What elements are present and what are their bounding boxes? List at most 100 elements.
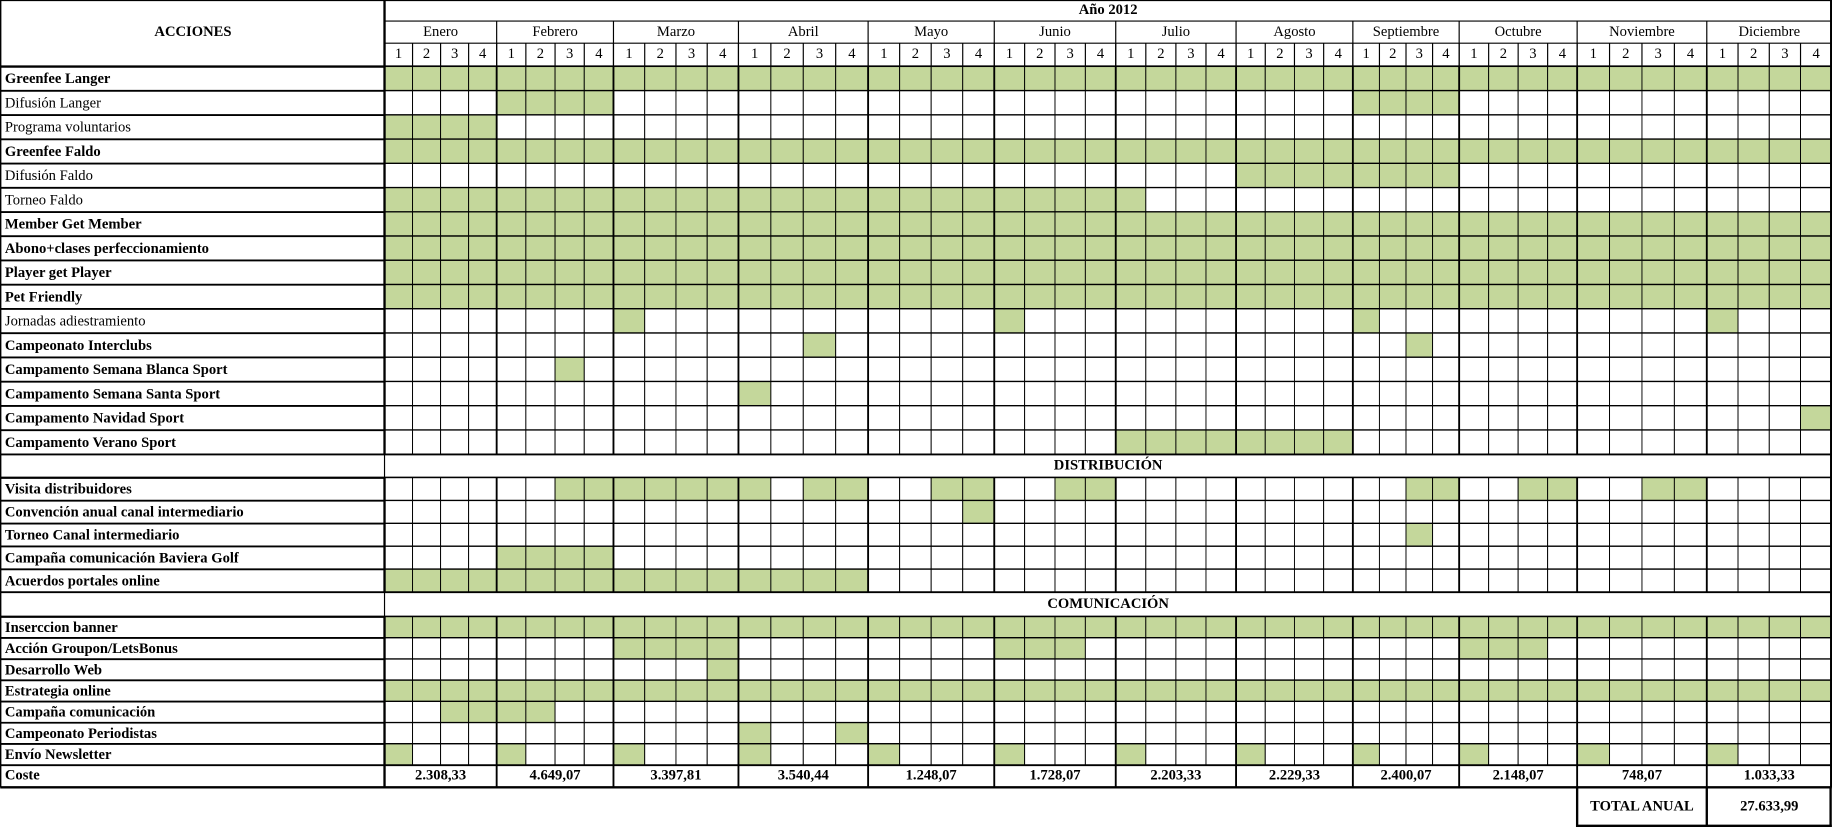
week-cell xyxy=(1800,477,1832,502)
week-cell xyxy=(1323,260,1354,286)
week-cell xyxy=(583,260,614,286)
week-cell xyxy=(993,477,1026,502)
week-cell xyxy=(1737,523,1770,547)
week-cell xyxy=(1768,743,1801,766)
week-cell xyxy=(770,568,804,593)
week-cell xyxy=(554,545,585,570)
week-cell xyxy=(554,500,585,525)
row-label: Campaña comunicación Baviera Golf xyxy=(5,550,239,566)
week-cell xyxy=(1264,187,1295,213)
week-cell xyxy=(525,308,556,334)
week-cell xyxy=(737,284,772,310)
week-label: 4 xyxy=(1559,46,1567,62)
week-cell xyxy=(1768,477,1801,502)
week-cell xyxy=(384,114,414,140)
week-cell xyxy=(737,523,772,547)
week-cell xyxy=(583,679,614,703)
week-cell xyxy=(525,743,556,766)
week-cell xyxy=(1175,381,1207,407)
week-cell xyxy=(899,163,932,189)
week-cell xyxy=(1768,356,1801,383)
week-cell xyxy=(1800,743,1832,766)
row-label: Greenfee Faldo xyxy=(5,144,101,160)
week-cell xyxy=(384,722,414,745)
week-cell xyxy=(1145,701,1177,724)
week-cell xyxy=(440,332,470,358)
week-cell xyxy=(675,658,708,681)
week-cell xyxy=(1432,500,1460,525)
week-cell xyxy=(412,90,442,116)
week-cell xyxy=(1706,356,1739,383)
week-cell xyxy=(1024,545,1056,570)
row-label: Difusión Faldo xyxy=(5,168,93,184)
week-cell xyxy=(1547,381,1578,407)
week-cell xyxy=(1175,308,1207,334)
week-label: 2 xyxy=(912,46,919,62)
week-cell xyxy=(1115,637,1147,660)
week-cell xyxy=(1054,637,1086,660)
week-cell xyxy=(993,523,1026,547)
week-cell xyxy=(802,356,837,383)
week-cell xyxy=(1293,429,1325,455)
week-cell xyxy=(1405,523,1434,547)
cost-value: 4.649,07 xyxy=(530,768,581,784)
week-cell xyxy=(496,545,527,570)
week-cell xyxy=(1205,568,1237,593)
week-cell xyxy=(1641,381,1675,407)
week-cell xyxy=(835,743,869,766)
week-cell xyxy=(613,545,646,570)
week-cell xyxy=(962,284,995,310)
week-cell xyxy=(1800,284,1832,310)
week-cell xyxy=(644,429,677,455)
week-cell xyxy=(1576,500,1611,525)
week-cell xyxy=(1235,381,1266,407)
week-cell xyxy=(1737,356,1770,383)
week-cell xyxy=(770,332,804,358)
week-cell xyxy=(1609,429,1643,455)
week-cell xyxy=(1609,235,1643,261)
week-label: 3 xyxy=(1529,46,1536,62)
week-cell xyxy=(1378,66,1407,92)
week-cell xyxy=(1768,616,1801,639)
week-cell xyxy=(1024,637,1056,660)
week-cell xyxy=(1264,477,1295,502)
week-cell xyxy=(1432,90,1460,116)
week-cell xyxy=(835,477,869,502)
week-cell xyxy=(1378,568,1407,593)
week-cell xyxy=(384,235,414,261)
week-cell xyxy=(496,500,527,525)
week-label: 4 xyxy=(1097,46,1105,62)
week-cell xyxy=(1488,616,1519,639)
week-cell xyxy=(412,500,442,525)
row-label: Member Get Member xyxy=(5,217,142,233)
week-cell xyxy=(1432,260,1460,286)
week-cell xyxy=(1800,332,1832,358)
week-cell xyxy=(1054,66,1086,92)
week-cell xyxy=(1547,114,1578,140)
week-cell xyxy=(675,722,708,745)
week-cell xyxy=(1378,187,1407,213)
week-cell xyxy=(1609,187,1643,213)
week-cell xyxy=(1175,701,1207,724)
week-cell xyxy=(867,114,901,140)
week-cell xyxy=(737,477,772,502)
week-cell xyxy=(1175,568,1207,593)
week-cell xyxy=(1768,429,1801,455)
week-cell xyxy=(1145,260,1177,286)
week-cell xyxy=(962,381,995,407)
week-cell xyxy=(384,658,414,681)
week-cell xyxy=(468,679,498,703)
week-cell xyxy=(644,743,677,766)
week-cell xyxy=(930,568,964,593)
week-cell xyxy=(1405,356,1434,383)
week-cell xyxy=(1641,284,1675,310)
week-cell xyxy=(1115,679,1147,703)
week-cell xyxy=(1768,523,1801,547)
week-cell xyxy=(1517,722,1549,745)
week-cell xyxy=(835,66,869,92)
week-cell xyxy=(962,545,995,570)
week-cell xyxy=(1145,743,1177,766)
week-cell xyxy=(1323,66,1354,92)
week-cell xyxy=(899,701,932,724)
week-cell xyxy=(1547,187,1578,213)
